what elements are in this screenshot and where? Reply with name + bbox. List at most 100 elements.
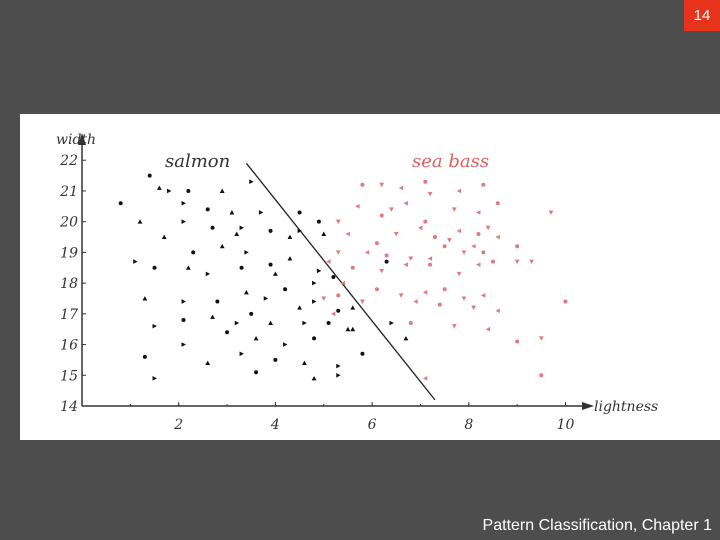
sea-bass-point (442, 287, 447, 292)
sea-bass-point (461, 250, 467, 255)
salmon-point (297, 305, 302, 310)
salmon-point (312, 280, 317, 286)
salmon-point (287, 234, 293, 240)
sea-bass-point (442, 244, 447, 249)
x-axis-arrow (582, 402, 594, 410)
salmon-point (302, 320, 307, 326)
salmon-point (272, 271, 278, 276)
decision-boundary-line (245, 162, 436, 401)
salmon-point (225, 330, 230, 335)
salmon-point (243, 289, 249, 295)
salmon-point (258, 210, 264, 215)
salmon-point (239, 265, 244, 270)
sea-bass-point (398, 185, 404, 191)
sea-bass-point (398, 293, 404, 298)
sea-bass-point (335, 250, 341, 255)
salmon-point (219, 188, 225, 193)
sea-bass-point (427, 256, 433, 261)
salmon-point (181, 317, 186, 322)
sea-bass-point (340, 280, 346, 286)
sea-bass-point (515, 339, 520, 344)
sea-bass-point (374, 287, 379, 292)
sea-bass-point (481, 250, 486, 255)
x-tick-label: 4 (270, 417, 280, 433)
salmon-point (268, 320, 273, 326)
sea-bass-point (495, 201, 500, 206)
salmon-point (142, 354, 147, 359)
sea-bass-point (456, 188, 462, 194)
footer-caption: Pattern Classification, Chapter 1 (482, 517, 712, 534)
salmon-point (336, 363, 341, 369)
salmon-point (312, 336, 317, 341)
sea-bass-point (485, 225, 491, 231)
sea-bass-point (403, 262, 408, 267)
sea-bass-point (476, 231, 481, 236)
chart-points (118, 173, 568, 381)
salmon-point (239, 225, 244, 231)
salmon-point (321, 231, 327, 236)
salmon-point (336, 372, 341, 378)
salmon-point (142, 296, 148, 301)
salmon-point (287, 256, 293, 261)
salmon-point (118, 201, 123, 206)
salmon-point (219, 243, 225, 249)
sea-bass-point (451, 324, 457, 329)
sea-bass-point (374, 241, 379, 246)
salmon-point (316, 268, 322, 274)
salmon-point (191, 250, 196, 255)
x-tick-label: 6 (368, 417, 377, 433)
y-tick-label: 21 (59, 184, 78, 200)
sea-bass-point (393, 231, 399, 237)
legend-salmon-label: salmon (165, 151, 230, 172)
sea-bass-point (480, 293, 486, 298)
salmon-point (210, 225, 215, 230)
salmon-point (229, 210, 235, 215)
sea-bass-point (413, 299, 418, 304)
sea-bass-point (418, 225, 423, 231)
y-tick-label: 19 (60, 245, 78, 261)
salmon-point (283, 342, 288, 347)
sea-bass-point (432, 235, 437, 240)
y-tick-label: 22 (59, 153, 78, 169)
salmon-point (311, 375, 317, 381)
y-tick-label: 15 (60, 368, 78, 384)
sea-bass-point (423, 179, 428, 184)
salmon-point (403, 336, 409, 341)
sea-bass-point (422, 290, 428, 295)
sea-bass-point (538, 336, 544, 341)
salmon-point (181, 342, 186, 347)
sea-bass-point (360, 182, 365, 187)
salmon-point (249, 179, 254, 185)
y-axis-label: width (56, 132, 96, 148)
sea-bass-point (495, 234, 500, 240)
sea-bass-point (321, 296, 327, 301)
chart-ticks: 2 4 6 8 10 14 15 16 17 18 19 20 21 22 (59, 153, 574, 433)
salmon-point (312, 299, 317, 304)
salmon-point (205, 360, 211, 365)
sea-bass-point (326, 259, 331, 264)
sea-bass-point (490, 259, 495, 264)
sea-bass-point (379, 268, 385, 274)
sea-bass-point (447, 238, 452, 243)
sea-bass-point (476, 262, 481, 267)
sea-bass-point (548, 210, 554, 215)
sea-bass-point (456, 228, 462, 234)
salmon-point (326, 321, 331, 326)
y-tick-label: 16 (60, 338, 78, 354)
sea-bass-point (529, 259, 535, 265)
salmon-point (181, 299, 186, 304)
x-tick-label: 10 (557, 417, 575, 433)
sea-bass-point (495, 308, 500, 314)
salmon-point (205, 271, 211, 277)
slide-number-badge: 14 (684, 0, 720, 31)
salmon-point (316, 219, 321, 224)
sea-bass-point (563, 299, 568, 304)
sea-bass-point (471, 305, 477, 311)
scatter-chart: 2 4 6 8 10 14 15 16 17 18 19 20 21 22 width lightness… (56, 132, 658, 433)
legend-sea-bass-label: sea bass (412, 151, 489, 172)
salmon-point (297, 210, 302, 215)
salmon-point (253, 336, 259, 341)
sea-bass-point (360, 299, 365, 304)
salmon-point (167, 188, 172, 194)
salmon-point (302, 360, 307, 365)
